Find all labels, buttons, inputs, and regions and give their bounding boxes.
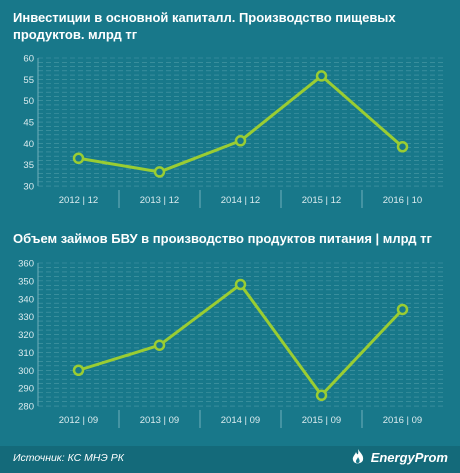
y-tick-label: 45 [23, 118, 34, 129]
brand-logo: EnergyProm [349, 448, 448, 466]
data-point [153, 339, 166, 351]
chart-1: 30 35 40 45 50 55 60 2012 | 12 2013 | 12 2014 | 1… [23, 54, 443, 208]
x-tick-label: 2014 | 09 [221, 415, 260, 426]
y-tick-label: 300 [18, 366, 34, 377]
y-tick-label: 30 [23, 182, 34, 193]
y-tick-label: 280 [18, 402, 34, 413]
data-point [153, 166, 166, 178]
x-tick-label: 2015 | 09 [302, 415, 341, 426]
y-tick-label: 290 [18, 384, 34, 395]
y-tick-label: 330 [18, 312, 34, 323]
data-point [396, 303, 409, 316]
x-tick-label: 2014 | 12 [221, 195, 260, 206]
data-point [234, 278, 247, 291]
series-line [78, 282, 404, 397]
flame-logo-icon [352, 449, 363, 464]
grid-lines [38, 262, 443, 407]
data-point [315, 389, 328, 402]
x-tick-label: 2012 | 09 [59, 415, 98, 426]
chart-1-title: Инвестиции в основной капиталл. Производ… [13, 10, 396, 42]
x-tick-label: 2013 | 09 [140, 415, 179, 426]
series-line [78, 74, 404, 174]
data-point [72, 364, 85, 376]
x-tick-label: 2013 | 12 [140, 195, 179, 206]
y-tick-label: 60 [23, 54, 34, 65]
data-point [315, 70, 328, 82]
y-tick-label: 350 [18, 276, 34, 287]
y-tick-label: 40 [23, 139, 34, 150]
y-tick-label: 340 [18, 294, 34, 305]
footer-bar [0, 446, 460, 473]
x-tick-label: 2016 | 10 [383, 195, 422, 206]
source-note: Источник: КС МНЭ РК [13, 452, 124, 464]
grid-lines [38, 57, 443, 187]
data-point [396, 140, 409, 153]
data-point [72, 152, 85, 165]
y-tick-label: 35 [23, 160, 34, 171]
data-point [234, 135, 247, 147]
chart-2: 280 290 300 310 320 330 340 350 360 2012 | 09 2013… [18, 259, 443, 428]
y-tick-label: 55 [23, 75, 34, 86]
x-tick-label: 2015 | 12 [302, 195, 341, 206]
x-tick-label: 2016 | 09 [383, 415, 422, 426]
y-tick-label: 310 [18, 348, 34, 359]
y-tick-label: 360 [18, 259, 34, 270]
y-tick-label: 320 [18, 330, 34, 341]
chart-2-title: Объем займов БВУ в производство продукто… [13, 231, 432, 246]
x-tick-label: 2012 | 12 [59, 195, 98, 206]
y-tick-label: 50 [23, 96, 34, 107]
brand-name: EnergyProm [370, 449, 448, 465]
